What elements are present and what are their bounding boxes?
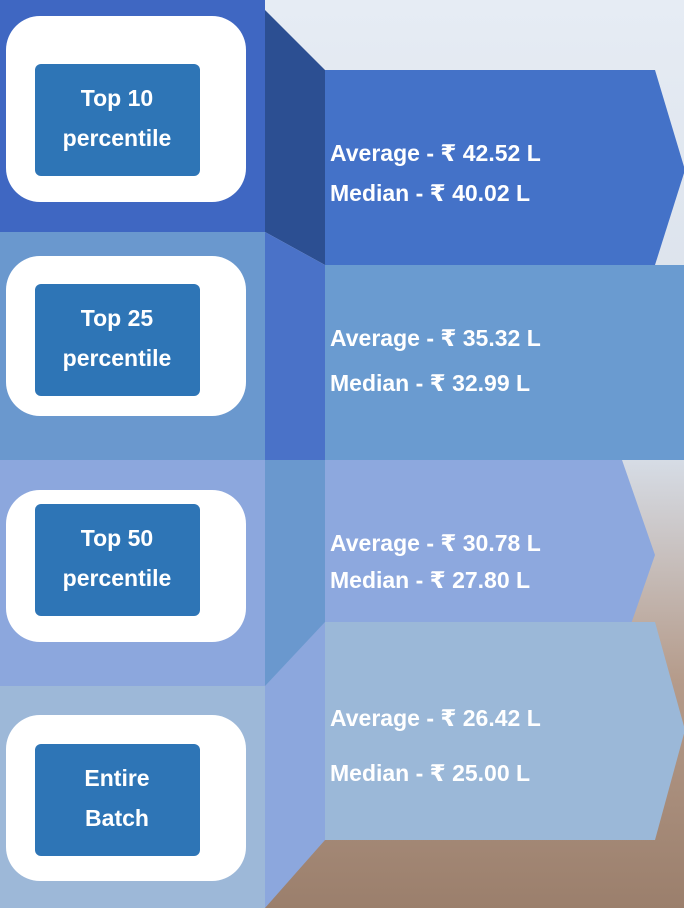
label: Top 25 [81,305,154,331]
panel [325,70,684,265]
label: Top 50 [81,525,153,551]
connector [265,460,325,686]
connector [265,10,325,265]
average: Average - ₹ 42.52 L [330,140,541,166]
median: Median - ₹ 40.02 L [330,180,530,206]
connector [265,232,325,460]
median: Median - ₹ 27.80 L [330,567,530,593]
panel [325,460,655,650]
label-box [35,284,200,396]
label-box [35,504,200,616]
label: Entire [84,765,149,791]
panel [325,622,684,840]
label-box [35,744,200,856]
average: Average - ₹ 35.32 L [330,325,541,351]
median: Median - ₹ 32.99 L [330,370,530,396]
label: Top 10 [81,85,153,111]
label: percentile [63,125,172,151]
average: Average - ₹ 30.78 L [330,530,541,556]
label-box [35,64,200,176]
label: percentile [63,565,172,591]
connector [265,622,325,908]
median: Median - ₹ 25.00 L [330,760,530,786]
panel [325,265,684,460]
average: Average - ₹ 26.42 L [330,705,541,731]
label: Batch [85,805,149,831]
label: percentile [63,345,172,371]
